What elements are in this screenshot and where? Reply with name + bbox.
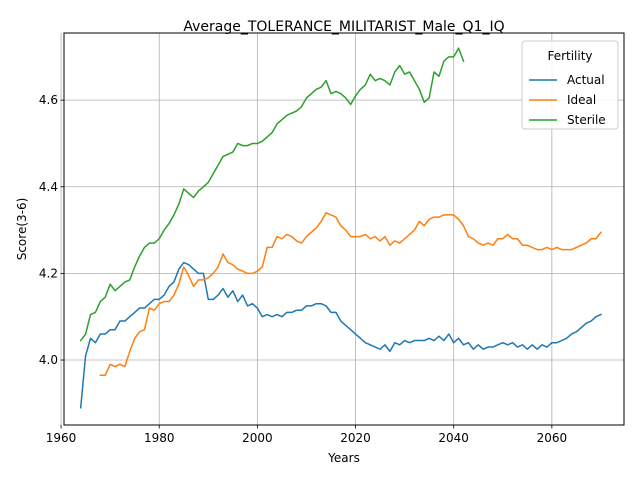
series-layer <box>79 47 602 409</box>
y-axis-label: Score(3-6) <box>15 198 29 261</box>
legend-box <box>521 40 619 130</box>
y-tick-label: 4.6 <box>39 93 58 107</box>
legend-title: Fertility <box>547 49 592 63</box>
x-tick-label: 1980 <box>144 431 175 445</box>
plot-frame <box>63 32 625 426</box>
x-tick-label: 2040 <box>438 431 469 445</box>
x-tick-label: 2020 <box>340 431 371 445</box>
legend: Fertility Actual Ideal Sterile <box>521 40 619 130</box>
x-tick-label: 1960 <box>46 431 77 445</box>
y-tick-label: 4.0 <box>39 353 58 367</box>
y-tick-label: 4.4 <box>39 180 58 194</box>
x-tick-label: 2000 <box>242 431 273 445</box>
series-line-ideal <box>99 212 602 376</box>
chart-title: Average_TOLERANCE_MILITARIST_Male_Q1_IQ <box>183 19 504 35</box>
legend-label-ideal: Ideal <box>567 93 596 107</box>
y-axis: 4.0 4.2 4.4 4.6 <box>39 93 64 367</box>
legend-items: Actual Ideal Sterile <box>529 73 606 127</box>
x-axis: 1960 1980 2000 2020 2040 2060 <box>46 425 567 445</box>
legend-label-actual: Actual <box>567 73 605 87</box>
series-line-actual <box>79 261 602 409</box>
x-tick-label: 2060 <box>537 431 568 445</box>
x-axis-label: Years <box>327 451 360 465</box>
series-line-sterile <box>79 47 465 342</box>
y-tick-label: 4.2 <box>39 266 58 280</box>
legend-label-sterile: Sterile <box>567 113 606 127</box>
